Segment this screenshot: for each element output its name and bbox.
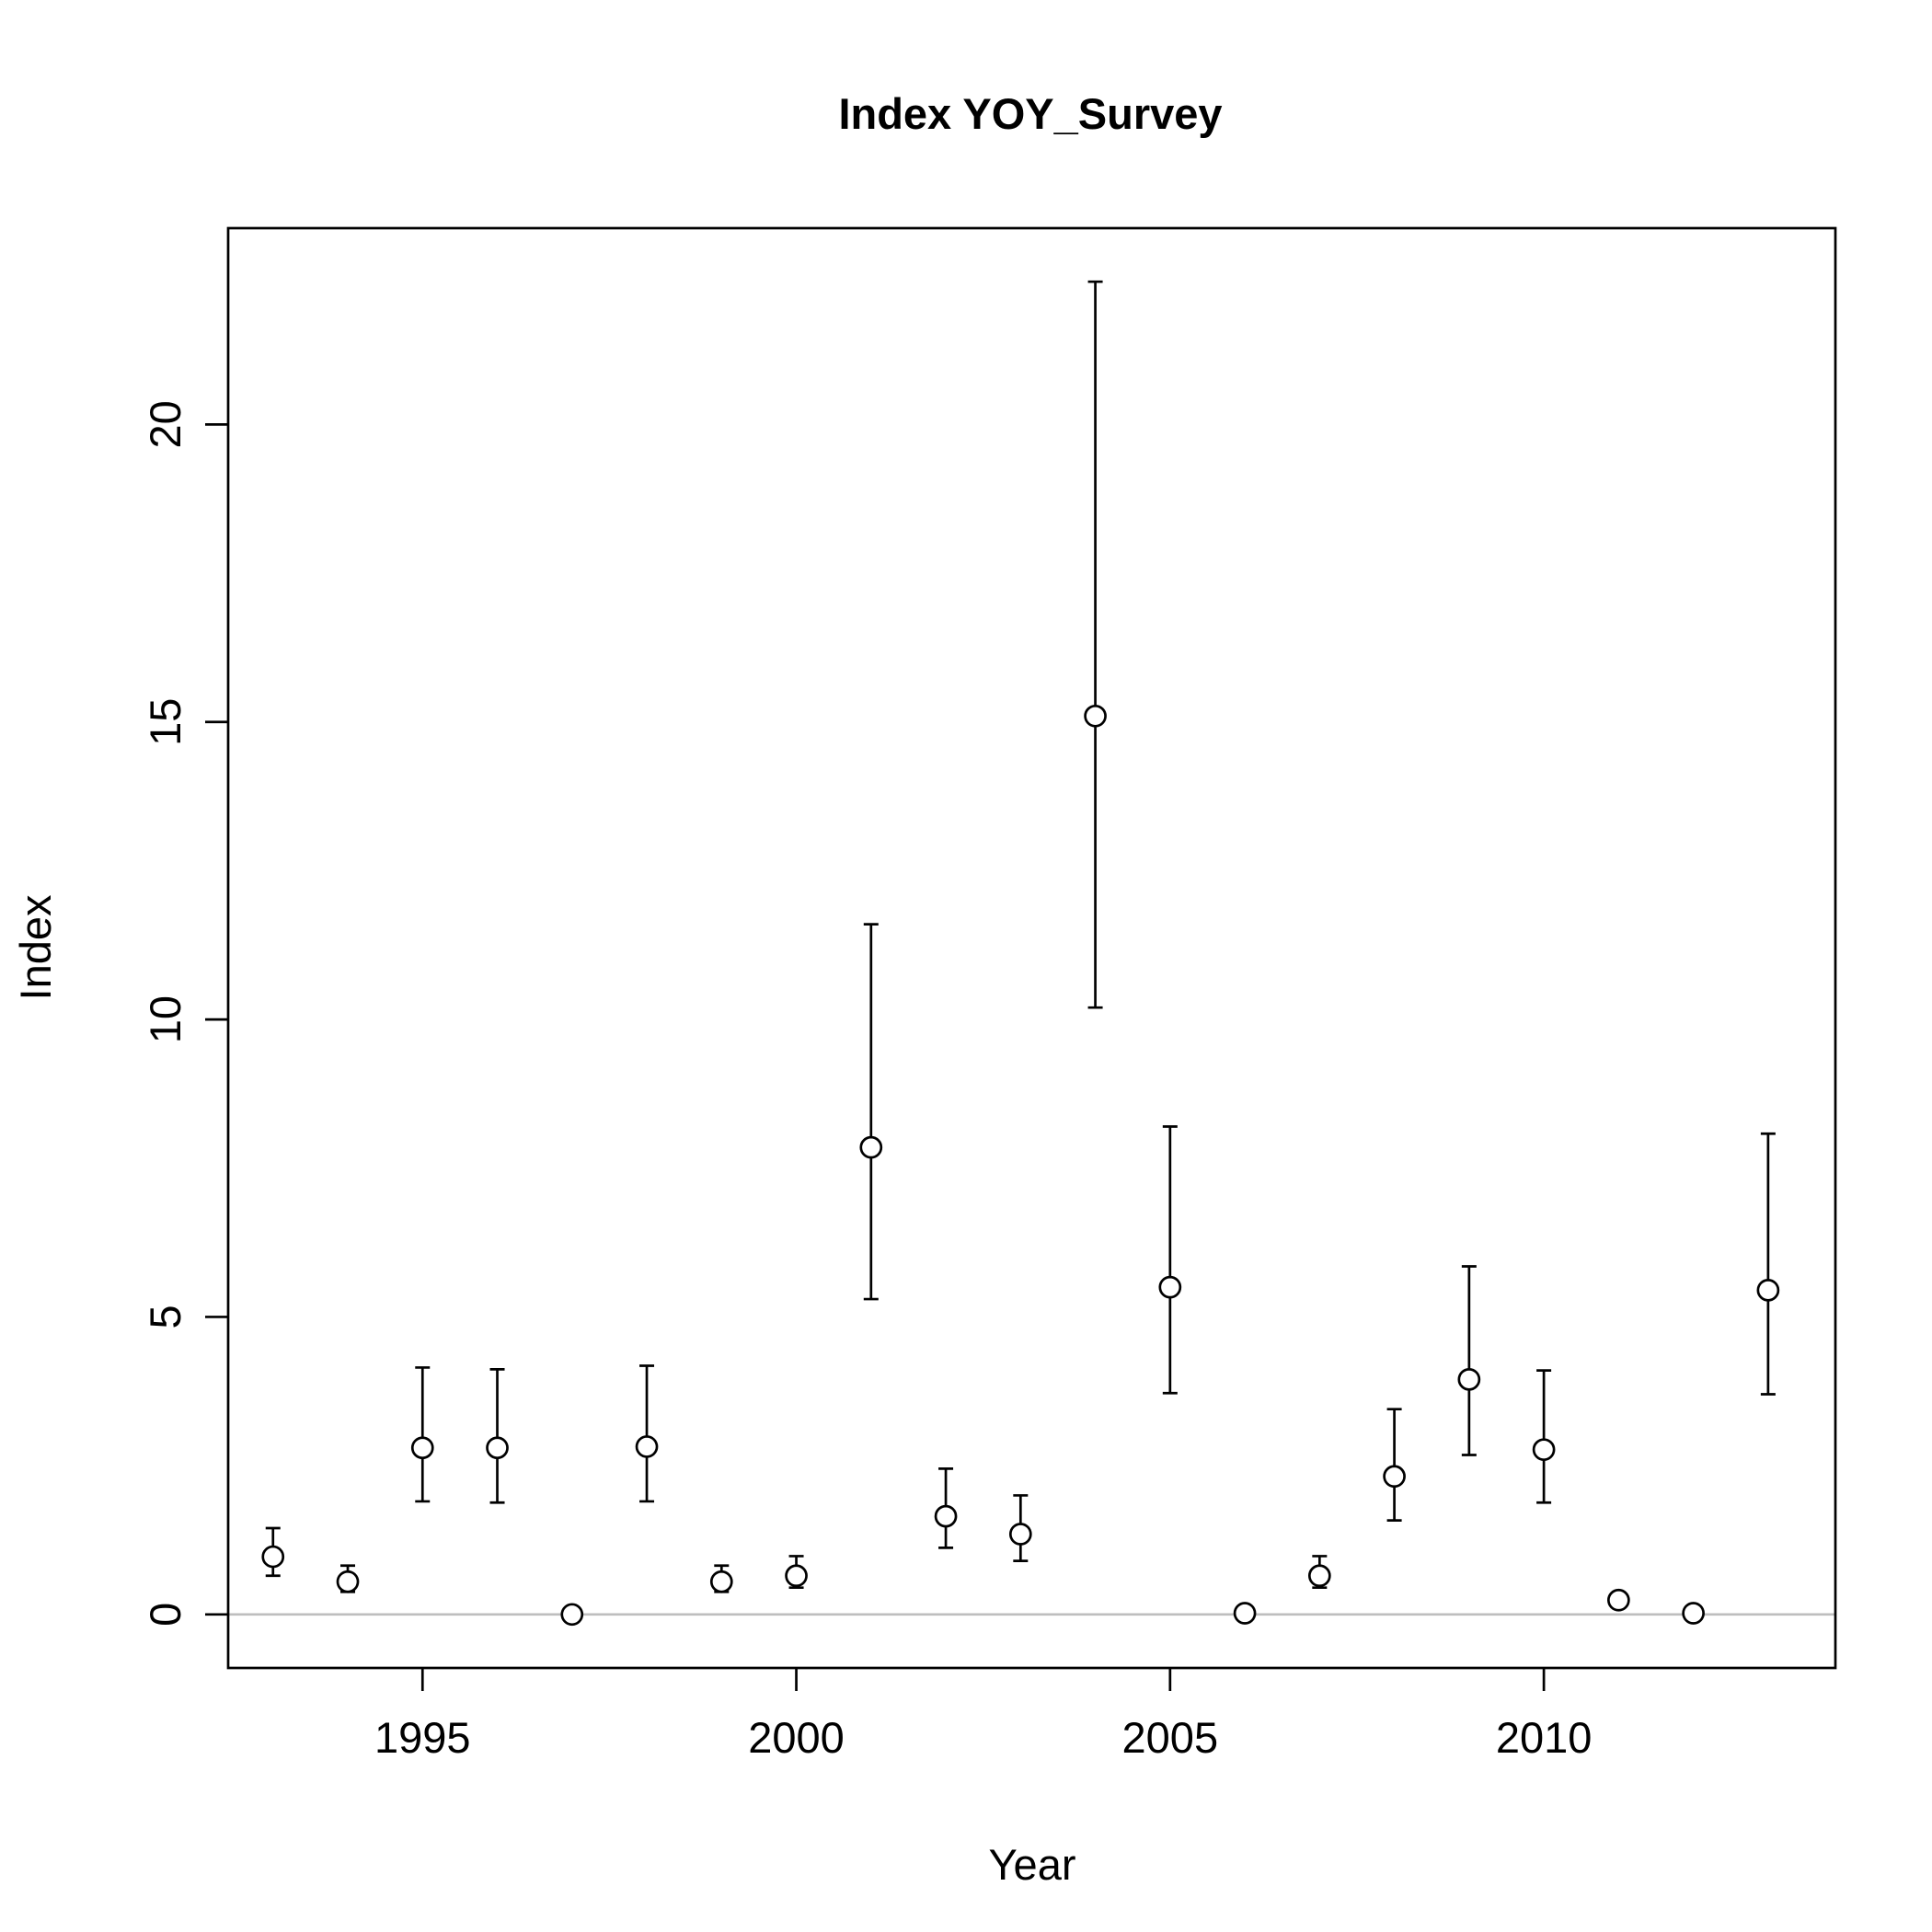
data-point <box>709 1570 733 1593</box>
data-point <box>1607 1588 1630 1612</box>
data-point <box>1457 1368 1481 1391</box>
data-point <box>1383 1465 1406 1489</box>
error-bar <box>1386 1408 1402 1522</box>
y-tick-label: 0 <box>141 1603 190 1627</box>
y-tick-label: 20 <box>141 400 190 448</box>
error-bar <box>1162 1125 1178 1395</box>
data-point <box>1233 1602 1257 1625</box>
error-bar <box>639 1364 655 1503</box>
y-axis: 0 5 10 15 20 <box>141 400 228 1627</box>
y-tick-label: 10 <box>141 995 190 1043</box>
data-point <box>261 1545 285 1569</box>
data-point <box>486 1436 509 1460</box>
data-points <box>261 704 1780 1627</box>
y-axis-label: Index <box>11 895 60 1001</box>
error-bars <box>265 280 1776 1593</box>
data-point <box>1158 1275 1182 1299</box>
data-point <box>859 1135 883 1159</box>
x-tick-label: 1995 <box>374 1713 471 1762</box>
chart-title: Index YOY_Survey <box>838 89 1222 138</box>
data-point <box>934 1504 958 1528</box>
data-point <box>410 1436 434 1460</box>
data-point <box>785 1564 808 1588</box>
y-tick-label: 5 <box>141 1305 190 1328</box>
data-point <box>1008 1523 1032 1546</box>
x-axis: 1995 2000 2005 2010 <box>374 1668 1592 1762</box>
data-point <box>336 1570 360 1593</box>
data-point <box>635 1435 659 1458</box>
data-point <box>1756 1278 1780 1302</box>
y-tick-label: 15 <box>141 698 190 746</box>
error-bar <box>863 923 879 1301</box>
data-point <box>1682 1602 1705 1625</box>
x-axis-label: Year <box>989 1840 1076 1889</box>
error-bar <box>1087 280 1103 1009</box>
x-tick-label: 2005 <box>1122 1713 1219 1762</box>
plot-frame <box>226 226 1837 1670</box>
data-point <box>1084 704 1107 728</box>
error-bar <box>1461 1265 1477 1456</box>
error-bar <box>489 1368 505 1504</box>
data-point <box>1532 1438 1556 1462</box>
x-tick-label: 2010 <box>1496 1713 1593 1762</box>
error-bar <box>1536 1369 1552 1504</box>
error-bar <box>415 1366 431 1503</box>
data-point <box>1307 1564 1331 1588</box>
x-tick-label: 2000 <box>748 1713 845 1762</box>
error-bar <box>1760 1132 1776 1396</box>
data-point <box>560 1603 584 1627</box>
